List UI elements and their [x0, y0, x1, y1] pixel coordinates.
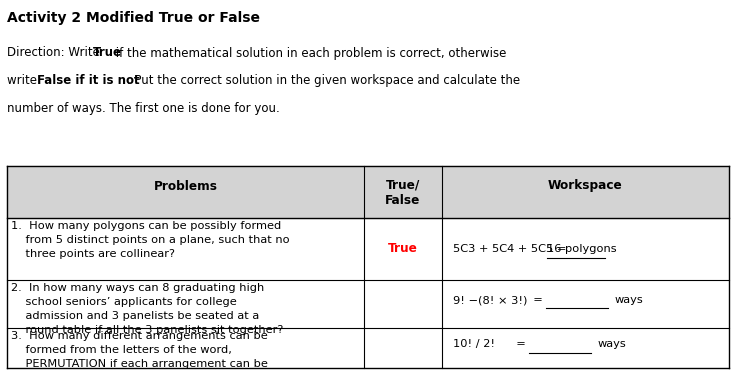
Text: . Put the correct solution in the given workspace and calculate the: . Put the correct solution in the given … [127, 74, 520, 87]
Text: number of ways. The first one is done for you.: number of ways. The first one is done fo… [7, 102, 280, 115]
Text: =: = [509, 340, 526, 349]
Text: True: True [93, 46, 121, 60]
Text: 16 polygons: 16 polygons [548, 244, 617, 254]
Text: 2.  In how many ways can 8 graduating high
    school seniors’ applicants for co: 2. In how many ways can 8 graduating hig… [11, 283, 283, 335]
Text: 9! −(8! × 3!): 9! −(8! × 3!) [453, 295, 527, 305]
Text: ways: ways [614, 295, 643, 305]
Text: False: False [385, 195, 421, 207]
Text: 3.  How many different arrangements can be
    formed from the letters of the wo: 3. How many different arrangements can b… [11, 331, 268, 372]
Text: False if it is not: False if it is not [38, 74, 140, 87]
Text: =: = [526, 295, 542, 305]
Text: ways: ways [598, 340, 626, 349]
Text: Workspace: Workspace [548, 180, 623, 192]
Text: Direction: Write: Direction: Write [7, 46, 104, 60]
Text: Activity 2 Modified True or False: Activity 2 Modified True or False [7, 11, 261, 25]
Text: Problems: Problems [154, 180, 218, 192]
Text: True: True [388, 242, 418, 255]
Text: write: write [7, 74, 41, 87]
Text: 1.  How many polygons can be possibly formed
    from 5 distinct points on a pla: 1. How many polygons can be possibly for… [11, 221, 290, 259]
Text: 5C3 + 5C4 + 5C5 =: 5C3 + 5C4 + 5C5 = [453, 244, 570, 254]
Text: if the mathematical solution in each problem is correct, otherwise: if the mathematical solution in each pro… [113, 46, 507, 60]
Text: True/: True/ [386, 179, 420, 191]
Text: 10! / 2!: 10! / 2! [453, 340, 495, 349]
